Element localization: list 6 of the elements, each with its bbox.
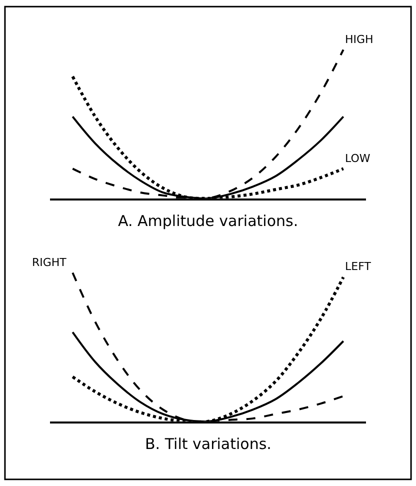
series-label: RIGHT — [32, 256, 67, 269]
text: B. Tilt variations. — [145, 435, 272, 453]
series-label: LEFT — [345, 260, 372, 273]
series-label: HIGH — [345, 33, 374, 46]
series-label: LOW — [345, 152, 370, 165]
text: A. Amplitude variations. — [118, 212, 298, 230]
